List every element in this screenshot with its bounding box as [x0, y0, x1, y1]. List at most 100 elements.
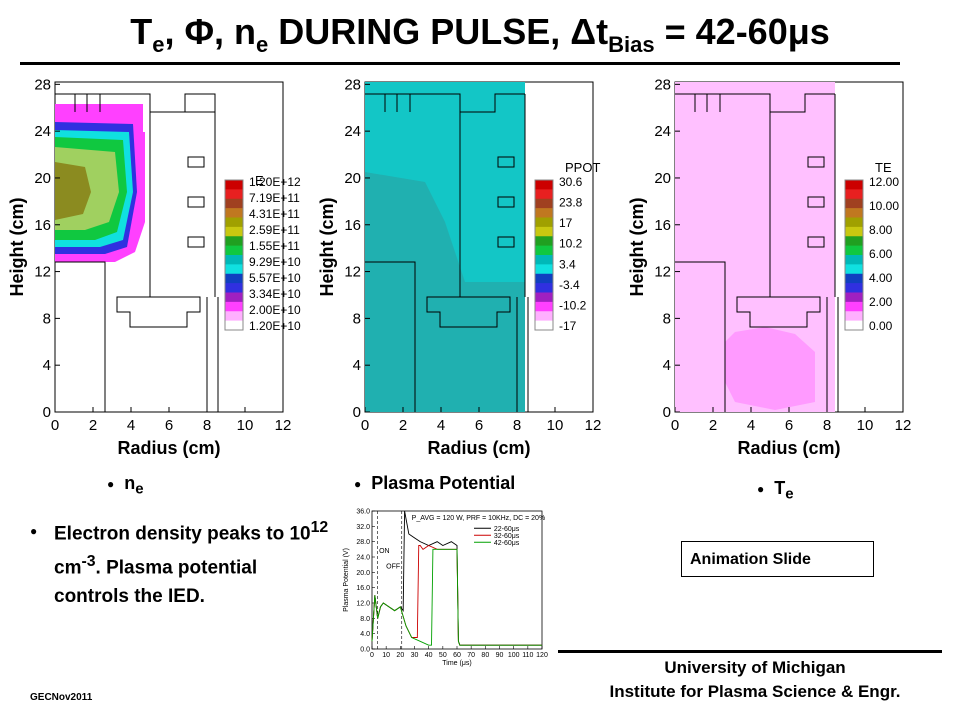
legend-value: 0.00 — [869, 319, 893, 333]
x-tick-label: 2 — [89, 417, 97, 434]
x-tick-label: 12 — [275, 417, 292, 434]
y-tick-label: 28 — [34, 76, 51, 93]
x-axis-label: Radius (cm) — [737, 438, 840, 458]
legend-value: 1.20E+10 — [249, 319, 301, 333]
x-tick-label: 8 — [203, 417, 211, 434]
y-axis-label: Height (cm) — [7, 197, 27, 296]
legend-swatch — [535, 217, 553, 228]
legend-swatch — [225, 283, 243, 293]
legend-swatch — [535, 245, 553, 256]
y-tick-label: 8 — [663, 310, 671, 327]
legend-swatch — [845, 264, 863, 275]
legend-value: -17 — [559, 319, 577, 333]
legend-swatch — [535, 264, 553, 275]
legend-title: PPOT — [565, 160, 600, 175]
x-tick-label: 10 — [857, 417, 874, 434]
y-tick-label: 20 — [34, 170, 51, 187]
chart-y-tick-label: 12.0 — [356, 601, 370, 608]
chart-x-label: Time (μs) — [442, 660, 471, 667]
x-tick-label: 0 — [671, 417, 679, 434]
legend-swatch — [535, 292, 553, 303]
x-tick-label: 4 — [127, 417, 135, 434]
y-tick-label: 12 — [654, 264, 671, 281]
y-tick-label: 28 — [654, 76, 671, 93]
legend-value: 23.8 — [559, 196, 583, 210]
legend-value: 12.00 — [869, 175, 899, 189]
legend-swatch — [535, 198, 553, 209]
x-tick-label: 8 — [823, 417, 831, 434]
x-tick-label: 6 — [475, 417, 483, 434]
footer-text: GECNov2011 — [30, 692, 93, 703]
legend-value: 3.34E+10 — [249, 287, 301, 301]
y-tick-label: 4 — [43, 357, 51, 374]
annotation-off: OFF — [386, 564, 400, 571]
caption-te: ● Te — [757, 478, 794, 503]
chart-y-tick-label: 24.0 — [356, 555, 370, 562]
legend-swatch — [845, 301, 863, 312]
legend-value: 2.00E+10 — [249, 303, 301, 317]
legend-value: 9.29E+10 — [249, 255, 301, 269]
legend-swatch — [845, 226, 863, 237]
legend-swatch — [225, 189, 243, 200]
legend-value: 4.00 — [869, 271, 893, 285]
plasma-potential-chart: 0 10 20 30 40 50 60 70 80 90 100 110 120 0.0 4.0 8.0 12.… — [340, 505, 550, 670]
y-tick-label: 0 — [663, 404, 671, 421]
y-tick-label: 16 — [654, 217, 671, 234]
title-divider — [20, 62, 900, 65]
legend-swatch — [225, 236, 243, 247]
legend-bar — [224, 179, 244, 331]
legend-title: TE — [875, 160, 892, 175]
y-tick-label: 4 — [353, 357, 361, 374]
legend-swatch — [225, 198, 243, 209]
y-tick-label: 16 — [344, 217, 361, 234]
y-tick-label: 12 — [344, 264, 361, 281]
y-tick-label: 24 — [654, 123, 671, 140]
chart-x-tick-label: 110 — [522, 652, 533, 659]
chart-y-tick-label: 16.0 — [356, 585, 370, 592]
y-tick-label: 20 — [344, 170, 361, 187]
legend-swatch — [535, 208, 553, 218]
legend-value: 5.57E+10 — [249, 271, 301, 285]
legend-swatch — [535, 189, 553, 200]
x-tick-label: 4 — [747, 417, 755, 434]
y-tick-label: 0 — [353, 404, 361, 421]
legend-swatch — [535, 180, 553, 190]
legend-swatch — [535, 236, 553, 247]
legend-value: 10.2 — [559, 237, 583, 251]
legend-swatch — [535, 226, 553, 237]
chart-y-tick-label: 28.0 — [356, 539, 370, 546]
chart-x-tick-label: 20 — [396, 652, 404, 659]
te-plot: 0 2 4 6 8 10 12 0 4 8 12 16 20 24 28 Radius (cm) Height … — [627, 70, 950, 470]
y-tick-label: 12 — [34, 264, 51, 281]
y-tick-label: 24 — [344, 123, 361, 140]
legend-swatch — [845, 311, 863, 322]
chart-x-tick-label: 50 — [439, 652, 447, 659]
chart-x-tick-label: 30 — [411, 652, 419, 659]
legend-swatch — [225, 226, 243, 237]
legend-label-0: 22-60μs — [494, 526, 520, 533]
y-tick-label: 28 — [344, 76, 361, 93]
legend-label-2: 42-60μs — [494, 540, 520, 547]
chart-x-tick-label: 10 — [382, 652, 390, 659]
legend-value: -3.4 — [559, 278, 580, 292]
y-axis-label: Height (cm) — [627, 197, 647, 296]
x-tick-label: 0 — [51, 417, 59, 434]
x-tick-label: 8 — [513, 417, 521, 434]
x-axis-label: Radius (cm) — [427, 438, 530, 458]
animation-slide-label[interactable]: Animation Slide — [681, 541, 874, 577]
chart-title: P_AVG = 120 W, PRF = 10KHz, DC = 20% — [412, 515, 546, 522]
x-tick-label: 2 — [399, 417, 407, 434]
ppot-plot: 0 2 4 6 8 10 12 0 4 8 12 16 20 24 28 Radius (cm) Height … — [317, 70, 630, 470]
legend-value: 6.00 — [869, 247, 893, 261]
legend-swatch — [845, 189, 863, 200]
caption-ppot: ● Plasma Potential — [354, 473, 516, 493]
caption-ne: ● ne — [107, 473, 144, 498]
legend-swatch — [225, 292, 243, 303]
ne-plot: E 0 2 4 6 8 10 12 0 4 8 12 16 20 24 28 Radius (cm) Heigh… — [0, 70, 310, 470]
chart-x-tick-label: 80 — [481, 652, 489, 659]
y-tick-label: 8 — [353, 310, 361, 327]
chart-y-tick-label: 20.0 — [356, 570, 370, 577]
affiliation-divider — [558, 650, 942, 653]
legend-swatch — [535, 273, 553, 284]
